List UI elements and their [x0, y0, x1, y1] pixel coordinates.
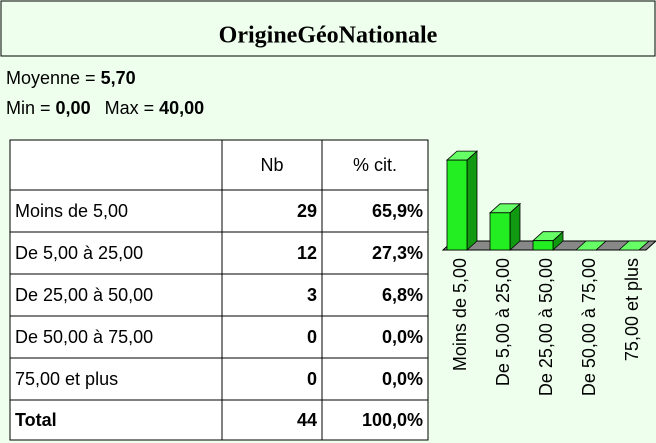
cell-value: 44: [297, 410, 317, 430]
cell: [9, 139, 223, 191]
cell: [321, 139, 429, 191]
cell: [9, 231, 223, 275]
cell-value: 100,0%: [362, 410, 423, 430]
cell: [221, 231, 323, 275]
cell: [9, 273, 223, 317]
cell-value: 3: [307, 285, 317, 305]
row-label: De 50,00 à 75,00: [15, 327, 153, 347]
row-label: De 5,00 à 25,00: [15, 243, 143, 263]
cell-value: 29: [297, 201, 317, 221]
cell-value: 6,8%: [382, 285, 423, 305]
bar-top: [574, 240, 608, 251]
max: 40,00: [159, 98, 204, 118]
stat-label: Moyenne = 5,70: [6, 68, 136, 88]
cell-value: 0: [307, 369, 317, 389]
max-label: Max =: [105, 98, 155, 118]
cell: [9, 357, 223, 401]
x-tick-label: Moins de 5,00: [450, 258, 470, 371]
bar: [446, 159, 468, 251]
cell-value: 0,0%: [382, 327, 423, 347]
table: Nb % cit. Moins de 5,00 29 65,9% De 5,00 à 25…: [9, 139, 429, 441]
min: 0,00: [56, 98, 91, 118]
cell: [9, 399, 223, 441]
cell: [9, 315, 223, 359]
min-label: Min =: [6, 98, 51, 118]
x-tick-label: De 50,00 à 75,00: [579, 258, 599, 396]
stat-label: Min = 0,00 Max = 40,00: [6, 98, 204, 118]
column-header: % cit.: [353, 155, 397, 175]
title: OrigineGéoNationale: [219, 23, 438, 49]
bar-side: [466, 150, 478, 251]
row-label: De 25,00 à 50,00: [15, 285, 153, 305]
x-tick-label: De 5,00 à 25,00: [493, 258, 513, 386]
cell: [321, 273, 429, 317]
x-tick-label: De 25,00 à 50,00: [536, 258, 556, 396]
chart: Moins de 5,00 De 5,00 à 25,00 De 25,00 à 5…: [441, 150, 656, 396]
cell: [221, 357, 323, 401]
cell: [221, 139, 323, 191]
cell-value: 27,3%: [372, 243, 423, 263]
row-label: Total: [15, 410, 57, 430]
cell-value: 0,0%: [382, 369, 423, 389]
cell: [321, 357, 429, 401]
cell: [221, 315, 323, 359]
cell: [321, 315, 429, 359]
mean-label: Moyenne =: [6, 68, 96, 88]
bar: [489, 212, 511, 251]
row-label: 75,00 et plus: [15, 369, 118, 389]
column-header: Nb: [260, 155, 283, 175]
title-box: [0, 0, 656, 57]
x-tick-label: 75,00 et plus: [622, 258, 642, 361]
mean: 5,70: [101, 68, 136, 88]
cell-value: 0: [307, 327, 317, 347]
cell: [321, 399, 429, 441]
bar-top: [617, 240, 651, 251]
bar: [532, 240, 554, 251]
cell-value: 65,9%: [372, 201, 423, 221]
cell: [321, 231, 429, 275]
cell-value: 12: [297, 243, 317, 263]
row-label: Moins de 5,00: [15, 201, 128, 221]
